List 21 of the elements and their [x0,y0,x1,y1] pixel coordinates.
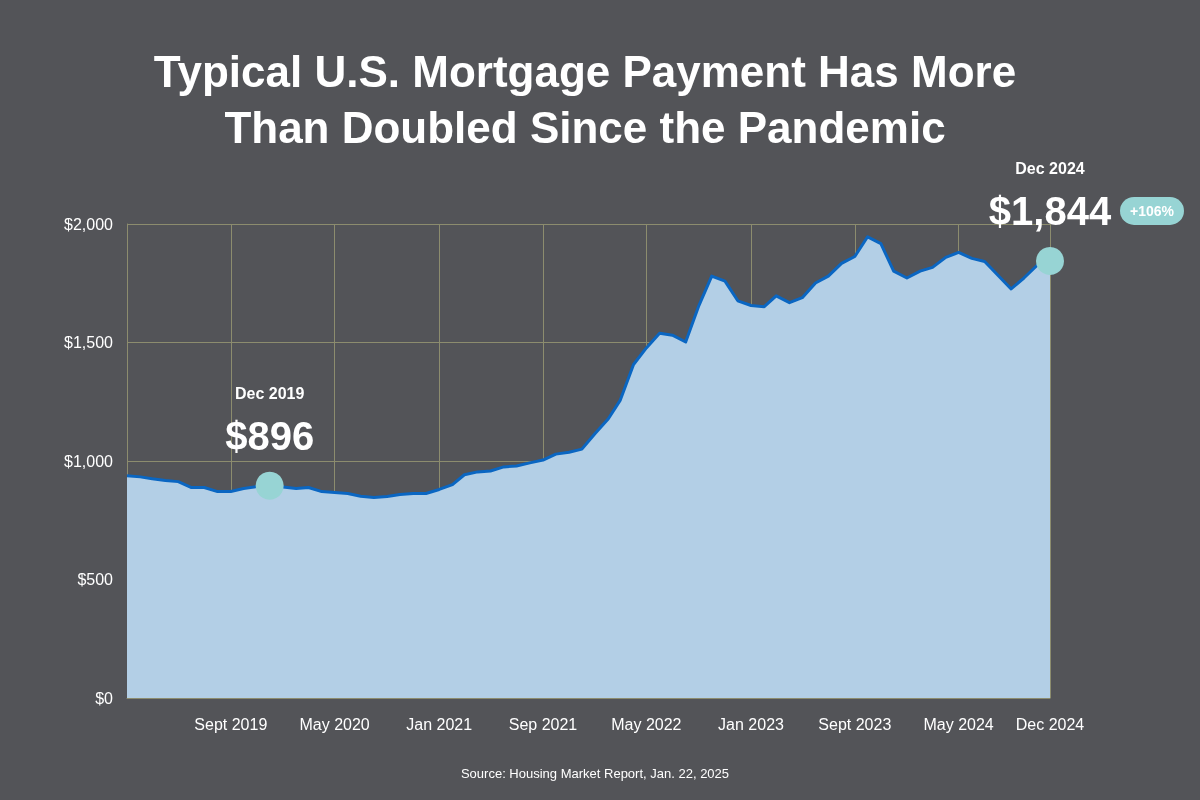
annotation: $1,844 [988,188,1112,233]
text: Dec 2024 [1015,160,1085,178]
text: +106% [1130,202,1175,219]
y-tick-label: $500 [77,571,114,588]
annotation: $896 [225,413,315,458]
y-tick-label: $1,000 [64,452,114,470]
x-tick-label: Sep 2021 [508,715,578,733]
chart-title: Typical U.S. Mortgage Payment Has More Than Doubled Since the Pandemic [153,46,1017,152]
x-tick-label: Sept 2023 [818,715,892,733]
x-tick-label: May 2024 [923,715,994,733]
y-tick-label: $2,000 [64,215,114,233]
x-tick-label: Sept 2019 [194,715,268,733]
x-tick-label: May 2020 [299,715,370,733]
x-tick-label: May 2022 [611,715,682,733]
y-tick-label: $1,500 [64,334,114,351]
annotation: Dec 2019 [234,385,305,403]
x-tick-label: Jan 2023 [718,715,785,733]
x-tick-label: Dec 2024 [1015,715,1085,733]
source-note: Source: Housing Market Report, Jan. 22, 2025 [460,766,730,781]
x-tick-label: Jan 2021 [406,715,473,733]
y-tick-label: $0 [95,689,114,707]
